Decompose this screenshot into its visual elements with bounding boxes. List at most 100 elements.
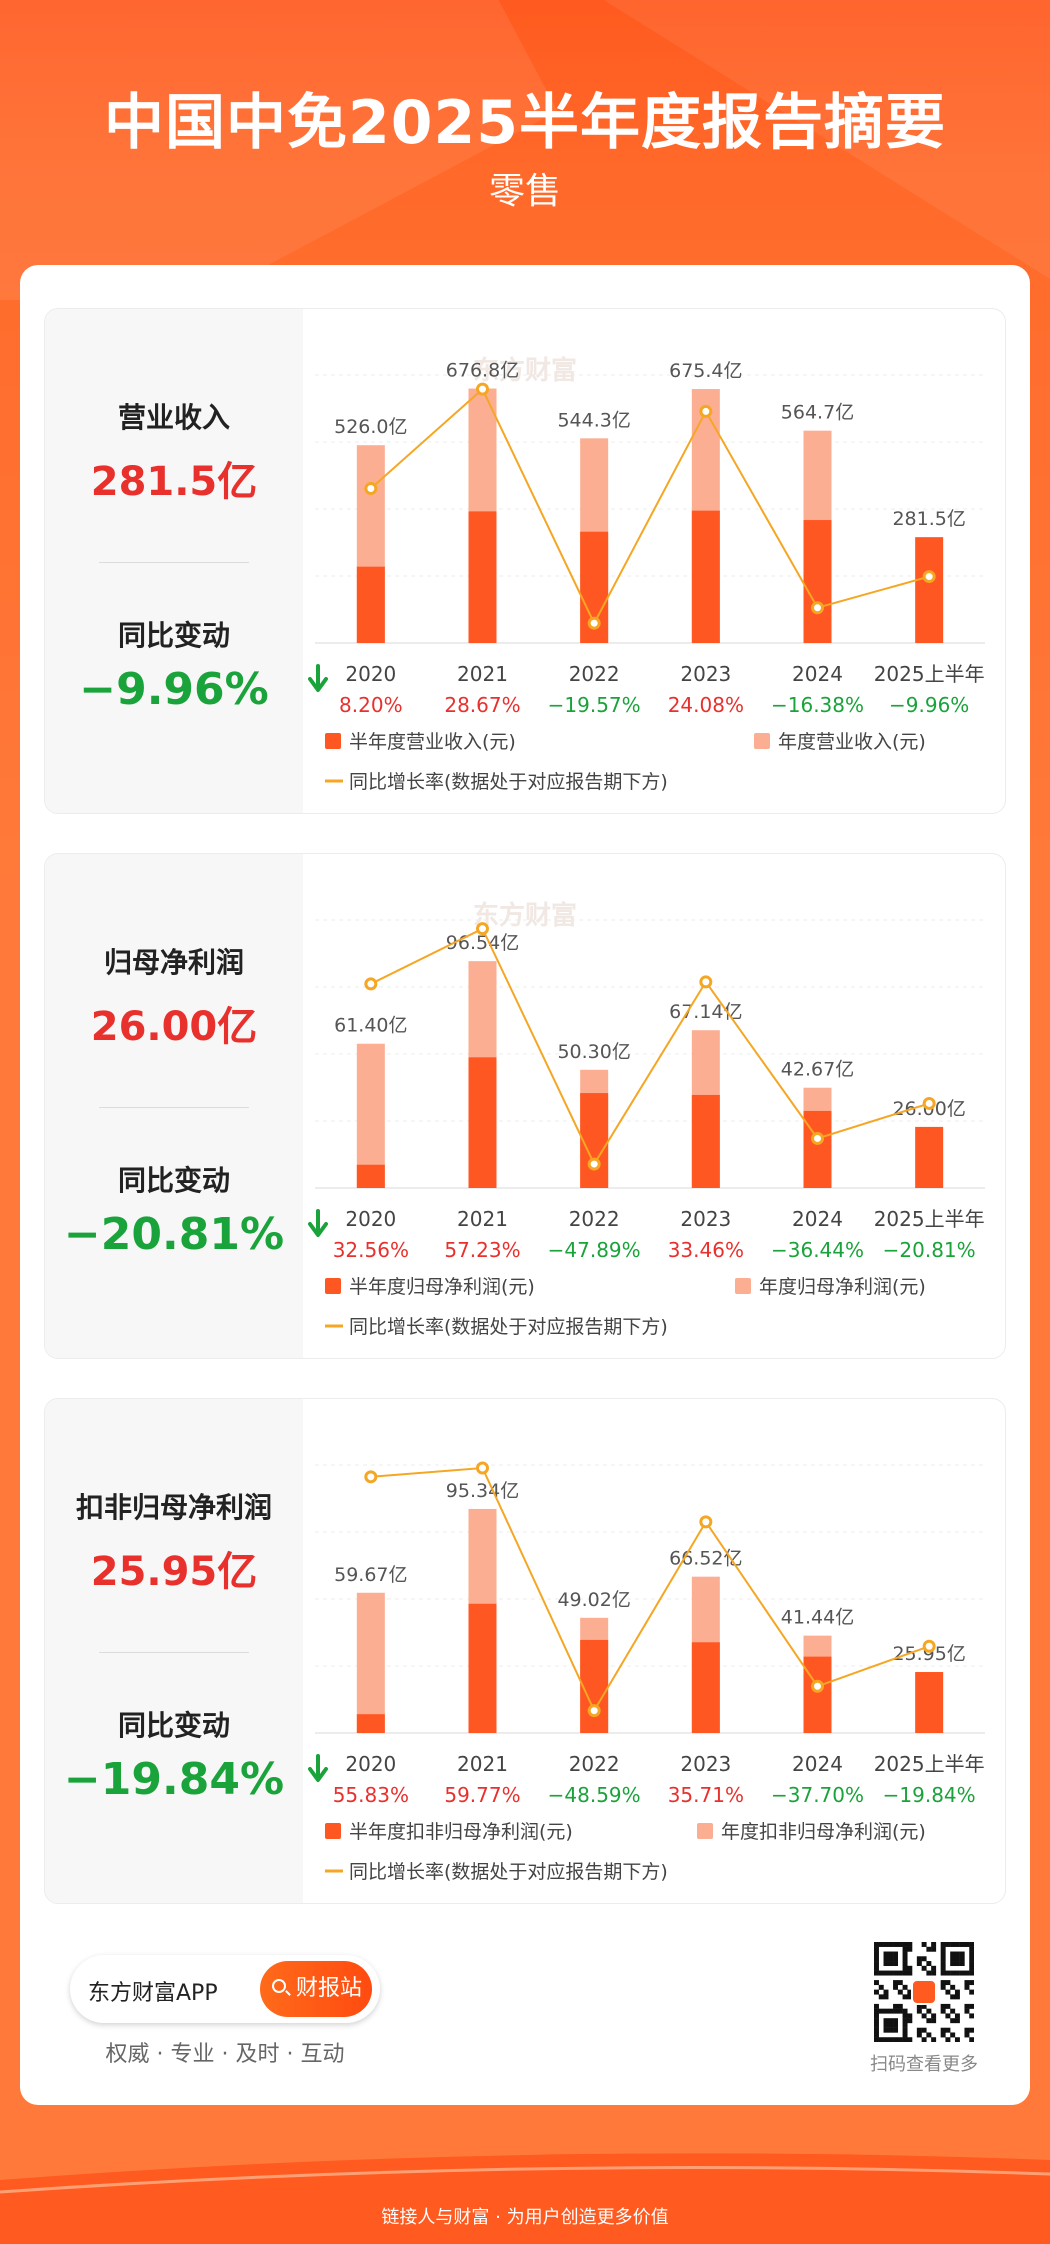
qr-module: [969, 1970, 974, 1976]
panel-revenue: 营业收入 281.5亿 同比变动 −9.96% 东方财富 526.0亿 676.8亿…: [44, 308, 1006, 814]
qr-module: [874, 2018, 879, 2024]
bar-value-label: 49.02亿: [557, 1589, 630, 1611]
qr-module: [902, 1942, 908, 1947]
bar-value-label: 676.8亿: [446, 360, 519, 382]
growth-rate-label: −47.89%: [548, 1238, 641, 1262]
bar-value-label: 41.44亿: [781, 1607, 854, 1629]
growth-point: [587, 1704, 601, 1718]
legend-label-half: 半年度归母净利润(元): [349, 1276, 535, 1298]
qr-code-icon[interactable]: [874, 1942, 974, 2042]
qr-module: [897, 1989, 903, 1995]
bar-value-label: 96.54亿: [446, 932, 519, 954]
qr-module: [959, 1970, 965, 1976]
bar-half-year: [915, 1672, 944, 1733]
legend-swatch-half: [325, 733, 341, 749]
qr-module: [888, 1970, 894, 1976]
bar-value-label: 25.95亿: [892, 1643, 965, 1665]
bar-half-year: [803, 520, 832, 643]
qr-module: [959, 1956, 965, 1962]
qr-module: [954, 2018, 960, 2024]
qr-module: [874, 2032, 879, 2038]
qr-module: [907, 1989, 913, 1995]
qr-module: [897, 2008, 903, 2014]
bar-half-year: [803, 1110, 832, 1188]
qr-module: [883, 1961, 889, 1967]
qr-module: [950, 2032, 956, 2038]
metric-label: 扣非归母净利润: [75, 1491, 272, 1524]
qr-module: [893, 1984, 899, 1990]
qr-module: [878, 1994, 884, 2000]
qr-module: [940, 1942, 946, 1947]
x-tick-label: 2024: [792, 1207, 843, 1231]
qr-module: [926, 2008, 932, 2014]
bar-value-label: 526.0亿: [334, 416, 407, 438]
qr-module: [926, 1970, 932, 1976]
qr-module: [954, 2013, 960, 2019]
qr-module: [964, 1980, 970, 1986]
bar-value-label: 564.7亿: [781, 402, 854, 424]
panel-deducted-net-profit: 扣非归母净利润 25.95亿 同比变动 −19.84% 59.67亿 95.34亿…: [44, 1398, 1006, 1904]
qr-module: [916, 2027, 922, 2033]
qr-module: [950, 1961, 956, 1967]
qr-module: [969, 1965, 974, 1971]
qr-module: [874, 1980, 879, 1986]
qr-module: [940, 2008, 946, 2014]
qr-module: [959, 1951, 965, 1957]
qr-module: [902, 1970, 908, 1976]
growth-point: [811, 1131, 824, 1145]
qr-module: [916, 2003, 922, 2009]
qr-module: [950, 1956, 956, 1962]
growth-point: [364, 1470, 378, 1484]
qr-module: [959, 1961, 965, 1967]
qr-module: [883, 2022, 889, 2028]
qr-module: [874, 1970, 879, 1976]
qr-module: [916, 2008, 922, 2014]
growth-rate-label: 57.23%: [444, 1238, 520, 1262]
qr-module: [921, 2027, 927, 2033]
x-tick-label: 2025上半年: [874, 1752, 985, 1776]
qr-logo: [911, 1979, 937, 2005]
bottom-tagline: 链接人与财富 · 为用户创造更多价值: [381, 2207, 669, 2228]
growth-rate-label: 24.08%: [668, 693, 744, 717]
qr-module: [897, 2037, 903, 2042]
qr-module: [926, 1946, 932, 1952]
qr-module: [888, 2037, 894, 2042]
qr-module: [940, 1951, 946, 1957]
growth-rate-label: 59.77%: [444, 1783, 520, 1807]
qr-module: [902, 1965, 908, 1971]
x-tick-label: 2023: [680, 1752, 731, 1776]
qr-module: [893, 1980, 899, 1986]
qr-module: [954, 1951, 960, 1957]
report-station-button[interactable]: 财报站: [260, 1961, 372, 2017]
growth-rate-label: 35.71%: [668, 1783, 744, 1807]
qr-module: [969, 1951, 974, 1957]
qr-module: [921, 2037, 927, 2042]
qr-module: [964, 2027, 970, 2033]
bar-half-year: [691, 510, 720, 643]
qr-module: [888, 1951, 894, 1957]
qr-module: [954, 1942, 960, 1947]
growth-rate-label: 55.83%: [333, 1783, 409, 1807]
qr-module: [902, 1994, 908, 2000]
qr-module: [897, 1942, 903, 1947]
qr-label: 扫码查看更多: [870, 2054, 978, 2075]
qr-module: [893, 1942, 899, 1947]
qr-module: [902, 2008, 908, 2014]
report-card: 营业收入 281.5亿 同比变动 −9.96% 东方财富 526.0亿 676.8亿…: [20, 265, 1030, 2105]
qr-module: [964, 1942, 970, 1947]
x-tick-label: 2021: [457, 662, 508, 686]
bar-half-year: [468, 1603, 497, 1733]
legend-swatch-half: [325, 1823, 341, 1839]
metric-label: 归母净利润: [103, 946, 244, 979]
app-name: 东方财富APP: [88, 1981, 218, 2006]
legend-label-line: 同比增长率(数据处于对应报告期下方): [349, 771, 668, 793]
bar-half-year: [691, 1094, 720, 1188]
qr-module: [874, 1956, 879, 1962]
x-tick-label: 2020: [345, 1207, 396, 1231]
app-badge[interactable]: 东方财富APP 财报站: [70, 1955, 380, 2023]
qr-module: [926, 2018, 932, 2024]
growth-point: [587, 1157, 601, 1171]
slogan: 权威 · 专业 · 及时 · 互动: [105, 2042, 345, 2067]
qr-module: [883, 1989, 889, 1995]
qr-module: [940, 1970, 946, 1976]
